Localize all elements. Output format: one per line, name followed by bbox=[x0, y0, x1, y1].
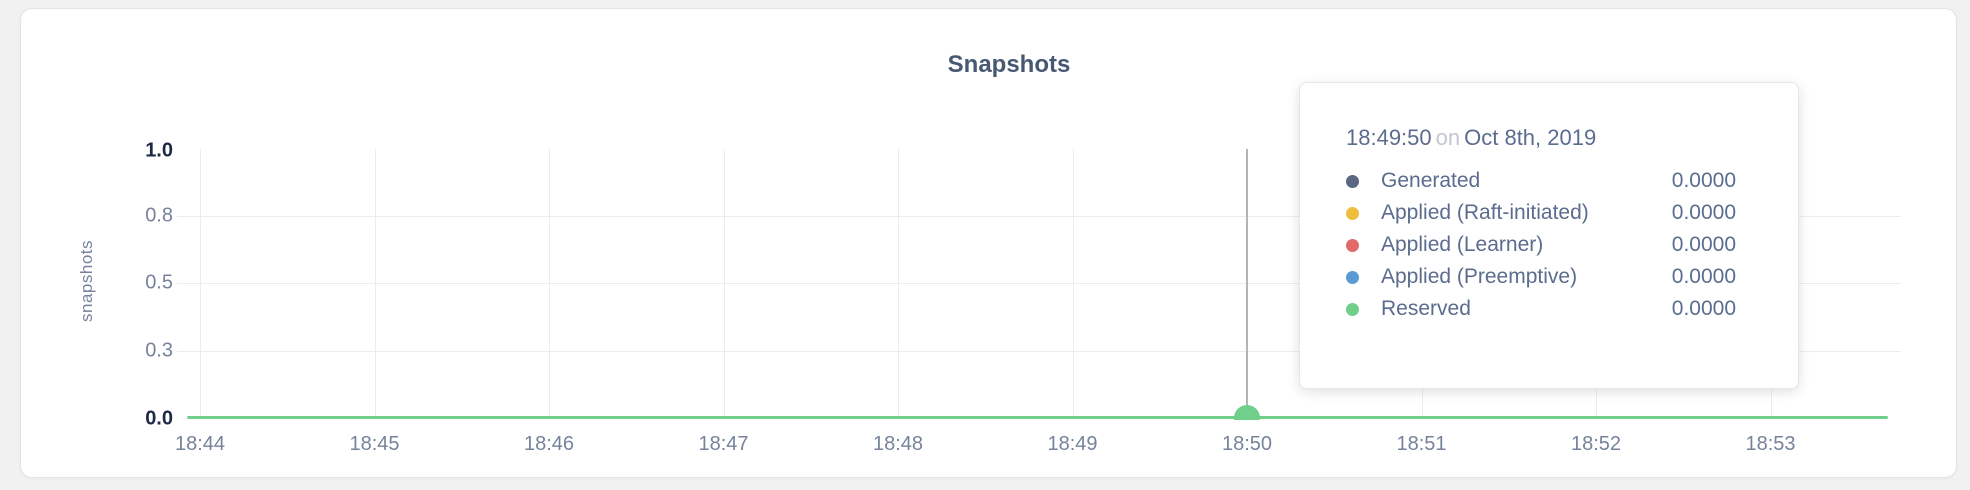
y-gridline bbox=[177, 283, 1901, 284]
y-tick-label: 0.8 bbox=[145, 204, 173, 227]
series-value: 0.0000 bbox=[1671, 265, 1736, 288]
tooltip-legend: Generated 0.0000 Applied (Raft-initiated) 0… bbox=[1346, 165, 1736, 325]
x-tick-label: 18:46 bbox=[523, 433, 575, 455]
tooltip-conjunction: on bbox=[1435, 125, 1461, 150]
series-color-dot bbox=[1346, 238, 1359, 252]
tooltip-row: Applied (Preemptive) 0.0000 bbox=[1346, 261, 1736, 293]
x-tick-label: 18:44 bbox=[174, 433, 226, 455]
y-tick-label: 0.5 bbox=[145, 271, 173, 294]
tooltip-row: Generated 0.0000 bbox=[1346, 165, 1736, 197]
series-label: Applied (Learner) bbox=[1381, 233, 1544, 256]
y-gridline bbox=[177, 216, 1901, 217]
y-tick-label: 0.3 bbox=[145, 339, 173, 362]
x-tick-label: 18:45 bbox=[349, 433, 400, 455]
tooltip-row: Applied (Raft-initiated) 0.0000 bbox=[1346, 197, 1736, 229]
series-value: 0.0000 bbox=[1671, 201, 1736, 224]
series-label: Generated bbox=[1381, 169, 1481, 192]
x-tick-label: 18:47 bbox=[698, 433, 749, 455]
tooltip-time: 18:49:50 bbox=[1346, 125, 1432, 150]
x-tick-label: 18:50 bbox=[1221, 433, 1273, 455]
tooltip-row: Applied (Learner) 0.0000 bbox=[1346, 229, 1736, 261]
tooltip-date: Oct 8th, 2019 bbox=[1464, 125, 1597, 150]
hover-point-clip bbox=[21, 149, 1970, 420]
series-color-dot bbox=[1346, 174, 1359, 188]
series-label: Applied (Raft-initiated) bbox=[1381, 201, 1589, 224]
series-label: Reserved bbox=[1381, 297, 1471, 320]
series-value: 0.0000 bbox=[1671, 297, 1736, 320]
tooltip-row: Reserved 0.0000 bbox=[1346, 293, 1736, 325]
x-tick-label: 18:51 bbox=[1396, 433, 1447, 455]
series-value: 0.0000 bbox=[1671, 169, 1736, 192]
hover-point-dot[interactable] bbox=[1234, 405, 1260, 420]
x-tick-label: 18:53 bbox=[1745, 433, 1796, 455]
series-color-dot bbox=[1346, 206, 1359, 220]
series-color-dot bbox=[1346, 302, 1359, 316]
series-value: 0.0000 bbox=[1671, 233, 1736, 256]
series-line-reserved[interactable] bbox=[187, 416, 1888, 419]
series-color-dot bbox=[1346, 270, 1359, 284]
chart-title: Snapshots bbox=[947, 51, 1071, 78]
x-tick-label: 18:49 bbox=[1047, 433, 1098, 455]
y-gridline bbox=[177, 351, 1901, 352]
series-label: Applied (Preemptive) bbox=[1381, 265, 1578, 288]
y-tick-label: 1.0 bbox=[145, 139, 173, 162]
chart-tooltip: 18:49:50 on Oct 8th, 2019 Generated 0.0000 A… bbox=[1299, 82, 1799, 389]
x-tick-label: 18:48 bbox=[872, 433, 924, 455]
tooltip-header: 18:49:50 on Oct 8th, 2019 bbox=[1346, 123, 1736, 153]
snapshots-chart-card: Snapshots snapshots 1.0 0.8 0.5 0.3 0.0 18:4… bbox=[20, 8, 1957, 478]
y-tick-label: 0.0 bbox=[145, 407, 173, 430]
x-tick-label: 18:52 bbox=[1570, 433, 1622, 455]
hover-guideline bbox=[1246, 149, 1248, 418]
